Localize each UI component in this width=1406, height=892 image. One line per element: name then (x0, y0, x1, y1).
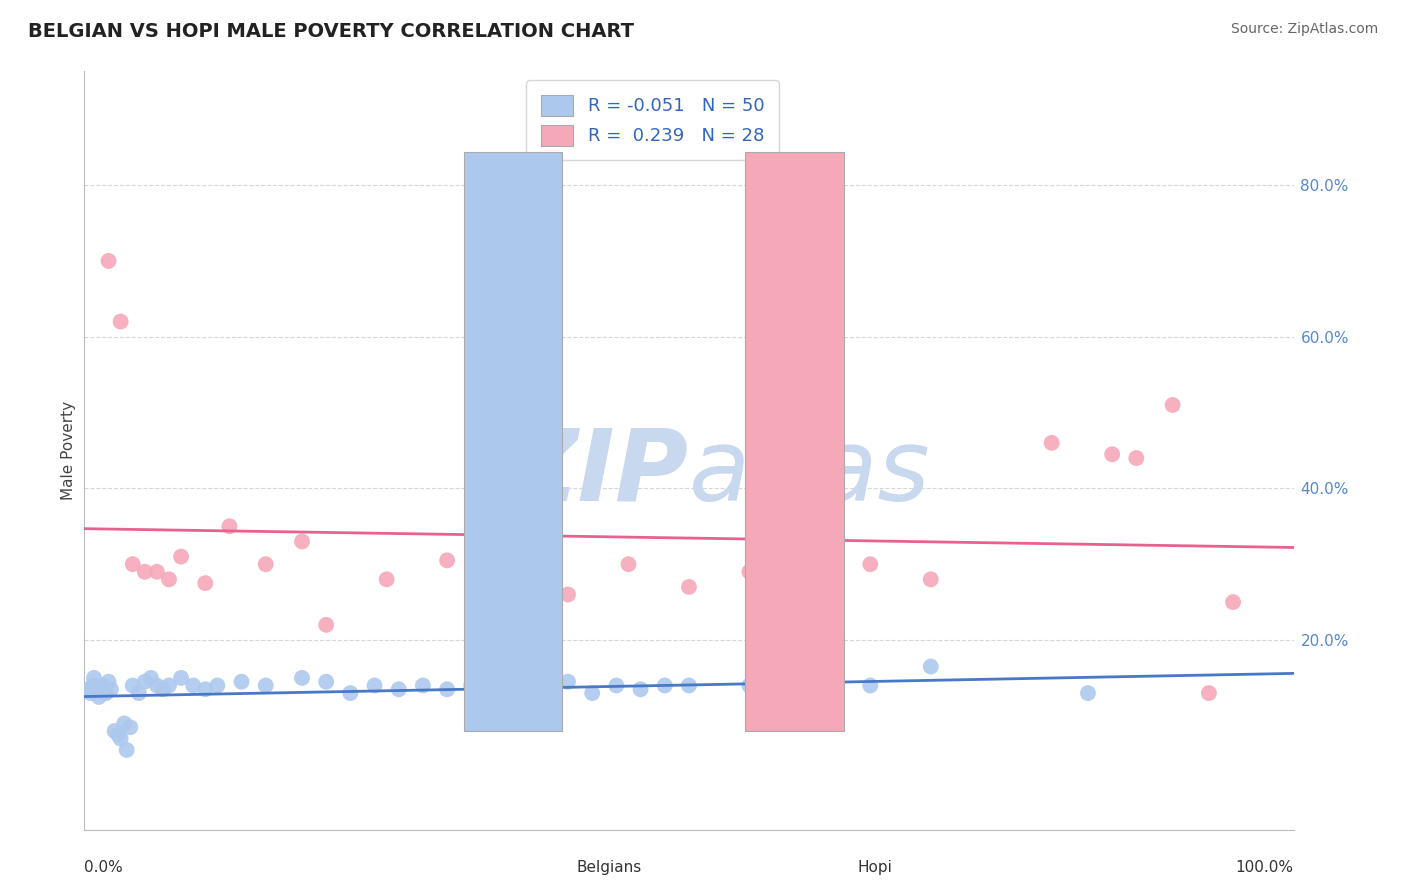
Point (363, 678, 385, 692)
Point (654, 678, 676, 692)
Point (107, 728, 129, 742)
Point (1040, 435, 1063, 450)
Point (339, 686, 361, 700)
Point (134, 565, 156, 579)
Point (859, 678, 882, 692)
Point (799, 682, 821, 697)
Point (557, 588, 579, 602)
Point (460, 678, 482, 692)
Point (120, 720, 142, 734)
Text: BELGIAN VS HOPI MALE POVERTY CORRELATION CHART: BELGIAN VS HOPI MALE POVERTY CORRELATION… (28, 22, 634, 41)
Point (121, 557, 143, 572)
Point (181, 678, 204, 692)
Point (1198, 686, 1220, 700)
Point (128, 686, 150, 700)
Point (1101, 447, 1123, 461)
Point (100, 682, 122, 697)
Point (920, 659, 942, 673)
Point (110, 731, 132, 746)
Point (678, 580, 700, 594)
Point (146, 565, 169, 579)
Text: ZIP: ZIP (506, 425, 689, 522)
Point (678, 678, 700, 692)
Legend: R = -0.051   N = 50, R =  0.239   N = 28: R = -0.051 N = 50, R = 0.239 N = 28 (526, 80, 779, 160)
Point (920, 573, 942, 587)
Point (291, 534, 314, 549)
Point (207, 678, 229, 692)
Point (436, 553, 458, 567)
Point (557, 674, 579, 689)
Point (315, 674, 337, 689)
Point (94, 686, 117, 700)
Point (1077, 686, 1099, 700)
Point (170, 549, 193, 564)
Point (194, 576, 217, 591)
Point (315, 617, 337, 632)
Point (157, 573, 180, 587)
Text: 100.0%: 100.0% (1236, 860, 1294, 875)
Text: Belgians: Belgians (576, 860, 641, 874)
Point (436, 682, 458, 697)
Point (799, 519, 821, 533)
Point (104, 724, 127, 739)
Point (605, 678, 627, 692)
Point (859, 557, 882, 572)
Point (412, 678, 434, 692)
Point (77, 682, 100, 697)
Point (170, 671, 193, 685)
Point (617, 557, 640, 572)
Point (110, 315, 132, 329)
Point (1222, 595, 1244, 609)
Point (291, 671, 314, 685)
Text: Hopi: Hopi (858, 860, 893, 874)
Point (496, 557, 519, 572)
Point (630, 682, 652, 697)
Point (112, 716, 135, 731)
Point (1125, 450, 1147, 466)
Point (87, 690, 110, 704)
Text: atlas: atlas (689, 425, 931, 522)
Point (254, 557, 277, 572)
Point (254, 678, 277, 692)
Point (738, 565, 761, 579)
Point (91, 678, 114, 692)
Point (388, 682, 411, 697)
Point (139, 671, 162, 685)
Point (115, 743, 138, 757)
Point (157, 678, 180, 692)
Point (134, 674, 156, 689)
Point (97, 674, 120, 689)
Point (581, 686, 603, 700)
Point (152, 682, 174, 697)
Point (79, 686, 101, 700)
Point (231, 674, 253, 689)
Point (496, 682, 519, 697)
Point (218, 519, 240, 533)
Point (738, 678, 761, 692)
Point (97, 254, 120, 268)
Point (82, 678, 104, 692)
Point (533, 678, 555, 692)
Text: 0.0%: 0.0% (84, 860, 124, 875)
Y-axis label: Male Poverty: Male Poverty (60, 401, 76, 500)
Point (194, 682, 217, 697)
Point (375, 573, 398, 587)
Point (1161, 398, 1184, 412)
Point (86, 682, 108, 697)
Point (146, 678, 169, 692)
Point (121, 678, 143, 692)
Text: Source: ZipAtlas.com: Source: ZipAtlas.com (1230, 22, 1378, 37)
Point (83, 671, 105, 685)
